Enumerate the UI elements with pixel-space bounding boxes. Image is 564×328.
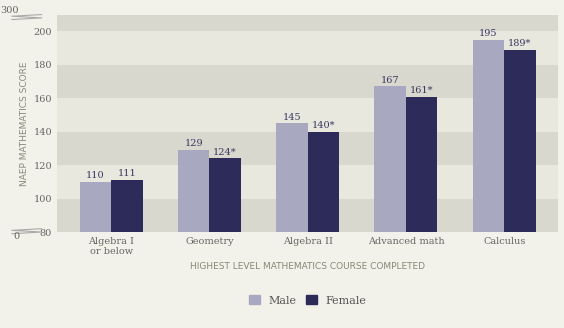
Bar — [111, 180, 143, 328]
Bar — [57, 0, 558, 31]
Text: 0: 0 — [13, 232, 19, 241]
Text: 110: 110 — [86, 171, 105, 180]
Bar — [57, 132, 558, 165]
Bar — [276, 123, 307, 328]
Text: 145: 145 — [283, 113, 301, 122]
Text: 129: 129 — [184, 139, 203, 148]
Bar — [57, 165, 558, 198]
Bar — [57, 65, 558, 98]
Bar — [374, 87, 406, 328]
Bar — [80, 182, 111, 328]
Bar — [307, 132, 339, 328]
Bar — [57, 31, 558, 65]
Bar — [57, 98, 558, 132]
Text: 111: 111 — [117, 170, 136, 178]
Bar — [406, 96, 437, 328]
Bar — [473, 40, 504, 328]
Legend: Male, Female: Male, Female — [245, 292, 370, 309]
Text: 189*: 189* — [508, 39, 532, 48]
Bar — [209, 158, 241, 328]
Text: 124*: 124* — [213, 148, 237, 157]
Bar — [57, 198, 558, 232]
Text: 140*: 140* — [312, 121, 335, 130]
Bar — [504, 50, 536, 328]
X-axis label: HIGHEST LEVEL MATHEMATICS COURSE COMPLETED: HIGHEST LEVEL MATHEMATICS COURSE COMPLET… — [190, 262, 425, 271]
Bar — [178, 150, 209, 328]
Y-axis label: NAEP MATHEMATICS SCORE: NAEP MATHEMATICS SCORE — [20, 61, 29, 186]
Text: 195: 195 — [479, 29, 497, 38]
Text: 300: 300 — [1, 6, 19, 14]
Text: 167: 167 — [381, 76, 399, 85]
Text: 161*: 161* — [410, 86, 433, 95]
